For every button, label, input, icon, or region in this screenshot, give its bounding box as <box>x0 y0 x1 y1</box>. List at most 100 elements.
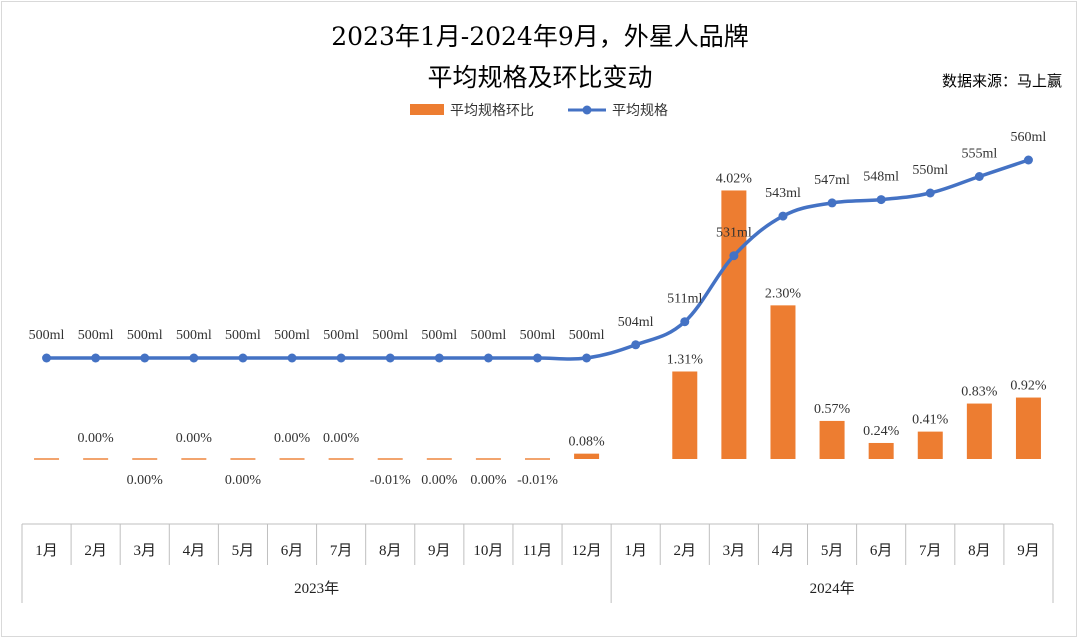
bar-data-label: 0.41% <box>912 413 949 428</box>
line-point <box>533 353 542 363</box>
bar <box>426 458 452 460</box>
line-point <box>680 317 690 327</box>
line-data-label: 500ml <box>225 328 261 343</box>
category-tick-label: 2月 <box>84 543 107 559</box>
line-data-label: 500ml <box>78 328 114 343</box>
line-series <box>42 155 1033 363</box>
line-point <box>434 353 444 363</box>
bar <box>917 431 943 459</box>
line-data-label: 555ml <box>961 147 997 162</box>
bar <box>83 458 109 460</box>
category-tick-label: 8月 <box>379 543 402 559</box>
line-point <box>42 353 52 363</box>
bar-data-label: 0.00% <box>470 473 507 488</box>
bar-data-labels: 0.00% 0.00% 0.00% 0.00% 0.00% 0.00% -0.01% 0.00… <box>78 171 1047 488</box>
category-tick-label: 2月 <box>674 543 697 559</box>
category-tick-label: 5月 <box>232 543 255 559</box>
bar-data-label: 0.24% <box>863 424 900 439</box>
bar-data-label: -0.01% <box>370 473 411 488</box>
line-data-label: 511ml <box>667 292 702 307</box>
bar-data-label: 0.00% <box>421 473 458 488</box>
line-data-label: 500ml <box>471 328 507 343</box>
category-tick-label: 12月 <box>572 543 602 559</box>
line-point <box>385 353 395 363</box>
legend-label-line: 平均规格 <box>612 103 668 119</box>
bar-data-label: 0.00% <box>78 431 115 446</box>
line-data-label: 500ml <box>421 328 457 343</box>
category-axis: 1月 2月 3月 4月 5月 6月 7月 8月 9月 10月 11月 12月 1月 2月 3月 4月 5月 6月 7… <box>21 523 1054 603</box>
bar-series <box>34 190 1041 460</box>
category-tick-label: 9月 <box>1017 543 1040 559</box>
category-tick-label: 1月 <box>624 543 647 559</box>
category-tick-label: 5月 <box>821 543 844 559</box>
line-point <box>483 353 493 363</box>
bar <box>230 458 256 460</box>
line-point <box>336 353 346 363</box>
line-point <box>140 353 150 363</box>
line-point <box>729 251 739 261</box>
bar-data-label: 0.57% <box>814 402 851 417</box>
line-data-label: 500ml <box>29 328 65 343</box>
category-tick-label: 7月 <box>919 543 942 559</box>
bar <box>475 458 501 460</box>
bar <box>966 403 992 459</box>
line-point <box>827 198 837 208</box>
category-tick-label: 6月 <box>281 543 304 559</box>
bar <box>377 458 403 460</box>
line-point <box>1023 155 1033 165</box>
category-tick-label: 11月 <box>523 543 552 559</box>
bar <box>868 442 894 459</box>
bar <box>34 458 60 460</box>
group-tick-label: 2023年 <box>294 580 339 597</box>
group-tick-label: 2024年 <box>810 580 855 597</box>
bar-data-label: 0.00% <box>323 431 360 446</box>
line-data-label: 500ml <box>274 328 310 343</box>
line-point <box>778 211 788 221</box>
bar-data-label: 0.00% <box>225 473 262 488</box>
category-tick-label: 4月 <box>772 543 795 559</box>
bar <box>279 458 305 460</box>
category-tick-label: 10月 <box>473 543 503 559</box>
category-tick-label: 8月 <box>968 543 991 559</box>
category-tick-label: 3月 <box>133 543 156 559</box>
category-tick-label: 3月 <box>723 543 746 559</box>
line-data-label: 560ml <box>1011 130 1047 145</box>
legend-marker-line <box>582 105 592 115</box>
chart-title-line2: 平均规格及环比变动 <box>427 63 652 92</box>
bar-data-label: -0.01% <box>517 473 558 488</box>
bar-data-label: 1.31% <box>667 352 704 367</box>
line-point <box>287 353 297 363</box>
line-data-label: 500ml <box>372 328 408 343</box>
line-data-label: 500ml <box>520 328 556 343</box>
bar-data-label: 0.92% <box>1010 379 1047 394</box>
line-point <box>631 340 641 350</box>
category-tick-label: 9月 <box>428 543 451 559</box>
line-data-label: 500ml <box>176 328 212 343</box>
line-point <box>91 353 101 363</box>
line-data-label: 547ml <box>814 173 850 188</box>
bar-data-label: 4.02% <box>716 171 753 186</box>
bar <box>525 458 550 460</box>
bar-data-label: 0.00% <box>274 431 311 446</box>
bar-data-label: 0.08% <box>569 435 606 450</box>
line-data-label: 504ml <box>618 315 654 330</box>
line-point <box>189 353 199 363</box>
line-data-label: 543ml <box>765 186 801 201</box>
line-data-label: 550ml <box>912 163 948 178</box>
line-data-label: 500ml <box>323 328 359 343</box>
legend-swatch-bar <box>410 104 444 115</box>
line-point <box>238 353 248 363</box>
bar <box>672 371 698 459</box>
category-tick-label: 6月 <box>870 543 893 559</box>
data-source-note: 数据来源：马上赢 <box>942 72 1062 90</box>
bar <box>721 190 747 460</box>
line-point <box>925 188 935 198</box>
bar-data-label: 2.30% <box>765 286 802 301</box>
bar-data-label: 0.00% <box>176 431 213 446</box>
bar <box>1015 397 1041 459</box>
bar-data-label: 0.00% <box>127 473 164 488</box>
category-tick-label: 7月 <box>330 543 353 559</box>
bar <box>770 305 796 459</box>
